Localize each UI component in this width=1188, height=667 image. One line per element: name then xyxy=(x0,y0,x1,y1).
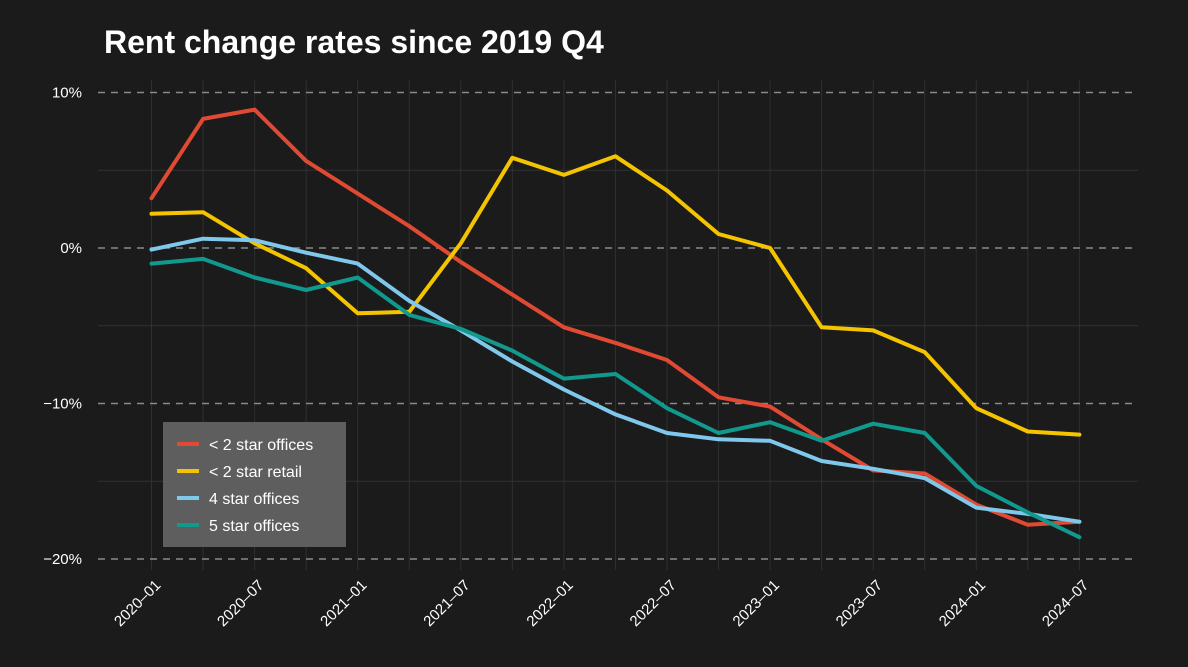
legend: < 2 star offices < 2 star retail 4 star of… xyxy=(163,422,346,547)
y-tick-label: 10% xyxy=(52,85,82,102)
series-line xyxy=(149,107,1082,527)
legend-label: 4 star offices xyxy=(209,491,299,508)
x-tick-label: 2023–07 xyxy=(833,577,886,630)
y-tick-label: 0% xyxy=(60,240,82,257)
series-layer xyxy=(149,107,1082,540)
series-line xyxy=(149,236,1082,524)
legend-label: < 2 star retail xyxy=(209,464,302,481)
x-tick-label: 2022–07 xyxy=(627,577,680,630)
legend-label: < 2 star offices xyxy=(209,437,313,454)
y-tick-label: −10% xyxy=(43,396,82,413)
series-line xyxy=(149,256,1082,540)
x-tick-label: 2024–01 xyxy=(936,577,989,630)
x-tick-label: 2022–01 xyxy=(523,577,576,630)
x-tick-label: 2023–01 xyxy=(730,577,783,630)
series-line xyxy=(149,154,1082,437)
x-tick-label: 2020–01 xyxy=(111,577,164,630)
y-tick-label: −20% xyxy=(43,551,82,568)
x-tick-label: 2021–07 xyxy=(420,577,473,630)
axis-layer: 10% 0% −10% −20% 2020–01 2020–07 2021–01 2021–0… xyxy=(43,85,1092,631)
legend-label: 5 star offices xyxy=(209,518,299,535)
x-tick-label: 2024–07 xyxy=(1039,577,1092,630)
chart-title: Rent change rates since 2019 Q4 xyxy=(104,24,604,60)
x-tick-label: 2020–07 xyxy=(214,577,267,630)
x-tick-label: 2021–01 xyxy=(317,577,370,630)
